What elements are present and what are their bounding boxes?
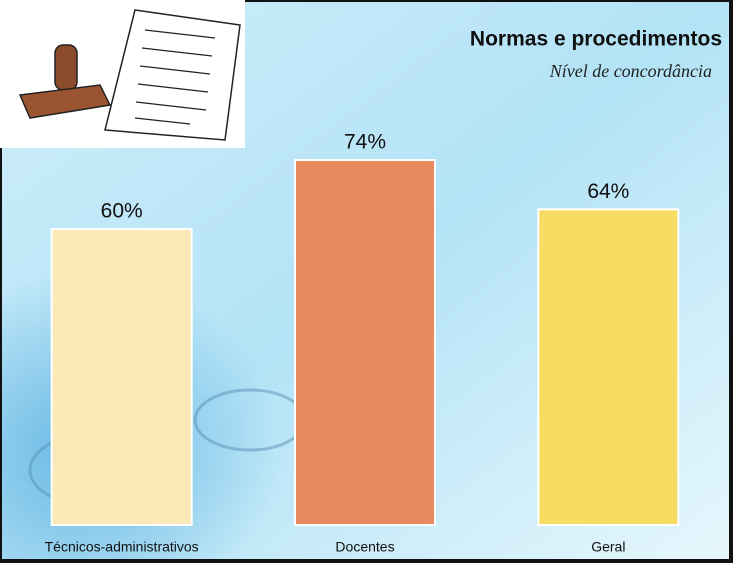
- x-tick-label: Docentes: [335, 539, 394, 555]
- chart-subtitle: Nível de concordância: [549, 61, 712, 81]
- bar: [294, 159, 436, 526]
- value-label: 60%: [101, 200, 143, 223]
- x-tick-label: Geral: [591, 539, 625, 555]
- x-tick-label: Técnicos-administrativos: [45, 539, 199, 555]
- stamp-illustration: [18, 9, 241, 141]
- chart-title: Normas e procedimentos: [470, 28, 722, 51]
- bar: [537, 208, 680, 527]
- bar: [50, 228, 193, 526]
- value-label: 74%: [344, 131, 386, 154]
- value-label: 64%: [587, 180, 629, 203]
